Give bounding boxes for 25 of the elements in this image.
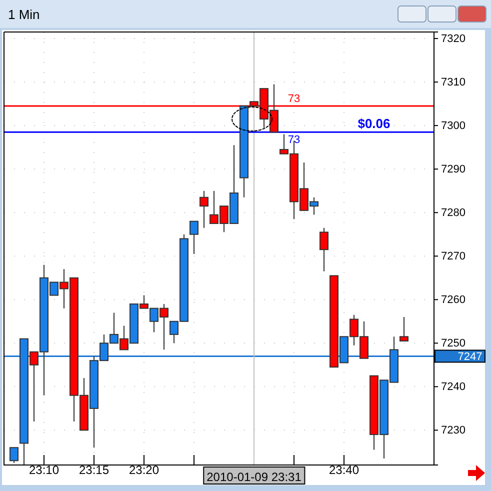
- y-tick-label: 7250: [441, 338, 466, 350]
- y-tick-label: 7270: [441, 250, 466, 263]
- ref-line-label: 7247: [458, 351, 482, 364]
- chart-title: 1 Min: [8, 7, 40, 22]
- candlestick: [320, 227, 328, 272]
- annotation: $0.06: [358, 116, 390, 132]
- candlestick: [10, 447, 18, 464]
- y-tick-label: 7280: [441, 207, 466, 220]
- annotation: 73: [288, 134, 300, 146]
- x-tick-label: 23:20: [128, 463, 160, 477]
- y-tick-label: 7300: [441, 120, 466, 132]
- y-tick-label: 7320: [441, 33, 466, 46]
- x-tick-label: 23:15: [78, 463, 110, 477]
- ref-line-label: 2010-01-09 23:31: [206, 470, 302, 484]
- y-tick-label: 7230: [441, 424, 466, 437]
- annotation: 73: [288, 92, 300, 105]
- y-tick-label: 7310: [441, 76, 466, 89]
- candlestick: [190, 220, 198, 254]
- candlestick: [200, 190, 208, 228]
- y-tick-label: 7240: [441, 381, 466, 394]
- candlestick: [400, 316, 408, 342]
- y-tick-label: 7290: [441, 164, 466, 176]
- x-tick-label: 23:40: [328, 463, 360, 477]
- y-tick-label: 7260: [441, 294, 466, 306]
- x-tick-label: 23:10: [28, 463, 60, 477]
